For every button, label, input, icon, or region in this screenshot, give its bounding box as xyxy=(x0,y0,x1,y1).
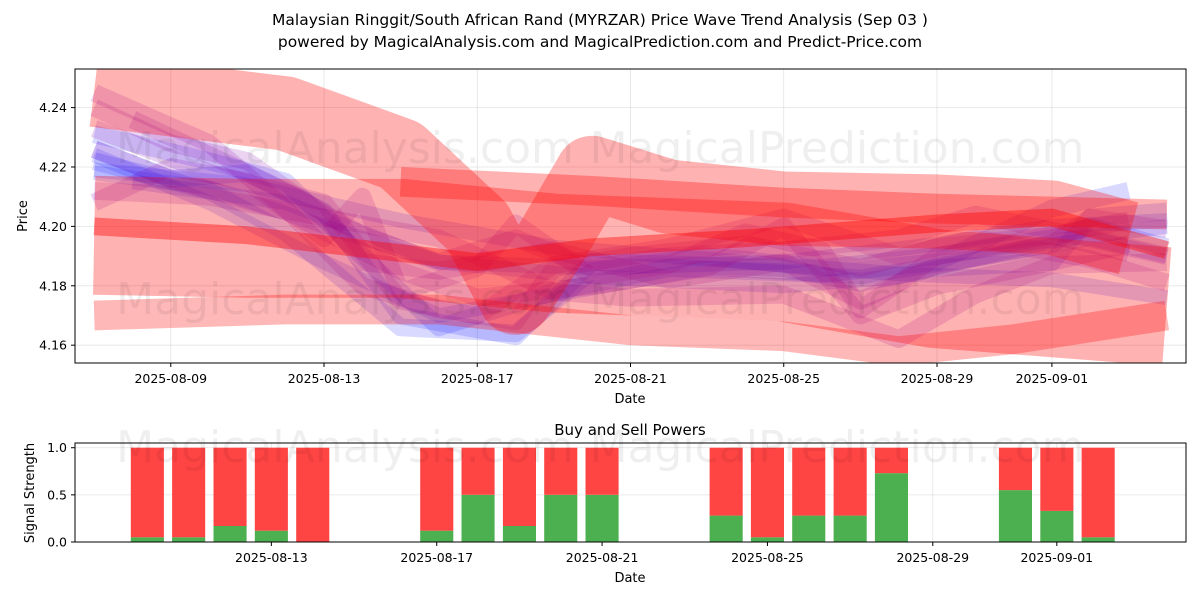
price-x-tick-label: 2025-08-13 xyxy=(288,371,361,386)
signal-y-label: Signal Strength xyxy=(23,443,38,543)
wave-band-blue xyxy=(93,162,1168,306)
wave-band-purple xyxy=(90,120,1170,325)
price-x-tick-label: 2025-08-09 xyxy=(134,371,207,386)
wave-band-blue xyxy=(131,174,1168,276)
signal-bars xyxy=(130,447,1115,542)
wave-band-purple xyxy=(90,99,1169,310)
watermark-analysis-bottom: MagicalAnalysis.com xyxy=(116,422,574,473)
wave-band-red xyxy=(89,69,1139,335)
sell-bar xyxy=(874,447,908,474)
wave-band-blue xyxy=(91,148,1169,323)
chart-title: Malaysian Ringgit/South African Rand (MY… xyxy=(272,11,928,29)
wave-band-red xyxy=(93,175,1172,363)
sell-bar xyxy=(213,447,247,526)
sell-bar xyxy=(461,447,495,495)
buy-bar xyxy=(461,494,495,542)
price-x-tick-label: 2025-08-25 xyxy=(747,371,820,386)
price-y-tick-label: 4.20 xyxy=(39,219,67,234)
buy-bar xyxy=(998,490,1032,542)
sell-bar xyxy=(585,447,619,495)
sell-bar xyxy=(296,447,330,542)
wave-band-blue xyxy=(91,152,1170,343)
signal-chart-title: Buy and Sell Powers xyxy=(554,421,706,439)
wave-band-purple xyxy=(90,158,1131,319)
buy-bar xyxy=(833,515,867,542)
signal-x-tick-label: 2025-08-25 xyxy=(731,550,804,565)
buy-bar xyxy=(213,526,247,542)
buy-bar xyxy=(792,515,826,542)
watermark-prediction-top: MagicalPrediction.com xyxy=(590,123,1085,174)
wave-band-red xyxy=(93,208,1170,271)
sell-bar xyxy=(750,447,784,538)
sell-bar xyxy=(172,447,206,538)
sell-bar xyxy=(254,447,288,531)
wave-band-purple xyxy=(93,181,1168,349)
buy-bar xyxy=(420,530,454,542)
watermark-analysis-mid: MagicalAnalysis.com xyxy=(116,274,574,325)
sell-bar xyxy=(1081,447,1115,538)
signal-y-tick-label: 1.0 xyxy=(47,440,67,455)
buy-bar xyxy=(874,473,908,542)
price-grid xyxy=(75,69,1186,363)
signal-y-tick-label: 0.0 xyxy=(47,535,67,550)
buy-bar xyxy=(1081,537,1115,542)
price-y-tick-label: 4.24 xyxy=(39,100,67,115)
signal-y-tick-label: 0.5 xyxy=(47,487,67,502)
signal-x-tick-label: 2025-09-01 xyxy=(1020,550,1093,565)
wave-band-blue xyxy=(92,125,1131,337)
sell-bar xyxy=(420,447,454,531)
sell-bar xyxy=(1040,447,1074,511)
sell-bar xyxy=(502,447,536,526)
chart-subtitle: powered by MagicalAnalysis.com and Magic… xyxy=(278,33,922,51)
buy-bar xyxy=(709,515,743,542)
buy-bar xyxy=(544,494,578,542)
signal-chart: Buy and Sell Powers MagicalAnalysis.com … xyxy=(23,421,1187,586)
buy-bar xyxy=(254,530,288,542)
watermark-prediction-bottom: MagicalPrediction.com xyxy=(590,422,1085,473)
sell-bar xyxy=(709,447,743,516)
price-x-tick-label: 2025-08-17 xyxy=(441,371,514,386)
price-y-tick-label: 4.16 xyxy=(39,338,67,353)
watermark-prediction-mid: MagicalPrediction.com xyxy=(590,274,1085,325)
price-x-tick-label: 2025-09-01 xyxy=(1016,371,1089,386)
buy-bar xyxy=(585,494,619,542)
wave-band-purple xyxy=(90,140,1131,325)
wave-band-purple xyxy=(90,84,1131,331)
sell-bar xyxy=(544,447,578,495)
signal-x-tick-label: 2025-08-29 xyxy=(896,550,969,565)
buy-bar xyxy=(1040,510,1074,542)
wave-band-red xyxy=(399,166,1168,230)
price-y-tick-label: 4.18 xyxy=(39,278,67,293)
sell-bar xyxy=(130,447,164,538)
price-x-tick-label: 2025-08-21 xyxy=(594,371,667,386)
sell-bar xyxy=(792,447,826,516)
price-y-tick-label: 4.22 xyxy=(39,160,67,175)
signal-x-tick-label: 2025-08-21 xyxy=(566,550,639,565)
price-chart: MagicalAnalysis.com MagicalPrediction.co… xyxy=(16,68,1187,407)
wave-band-red xyxy=(93,294,1170,363)
wave-band-blue xyxy=(93,165,1168,294)
buy-bar xyxy=(750,537,784,542)
signal-x-tick-label: 2025-08-17 xyxy=(400,550,473,565)
buy-bar xyxy=(502,526,536,542)
watermark-analysis-top: MagicalAnalysis.com xyxy=(116,123,574,174)
buy-bar xyxy=(130,537,164,542)
wave-band-blue xyxy=(90,140,1168,346)
signal-axes: 2025-08-13 2025-08-17 2025-08-21 2025-08-25… xyxy=(47,440,1093,565)
price-x-label: Date xyxy=(614,392,645,407)
price-axes: 2025-08-09 2025-08-13 2025-08-17 2025-08-21… xyxy=(39,100,1088,386)
buy-bar xyxy=(172,537,206,542)
price-x-tick-label: 2025-08-29 xyxy=(901,371,974,386)
sell-bar xyxy=(833,447,867,516)
signal-x-label: Date xyxy=(614,571,645,586)
wave-bands xyxy=(89,69,1172,363)
signal-x-tick-label: 2025-08-13 xyxy=(235,550,308,565)
price-y-label: Price xyxy=(16,200,31,232)
wave-band-purple xyxy=(128,111,1169,277)
signal-plot-frame xyxy=(74,442,1187,543)
sell-bar xyxy=(998,447,1032,491)
